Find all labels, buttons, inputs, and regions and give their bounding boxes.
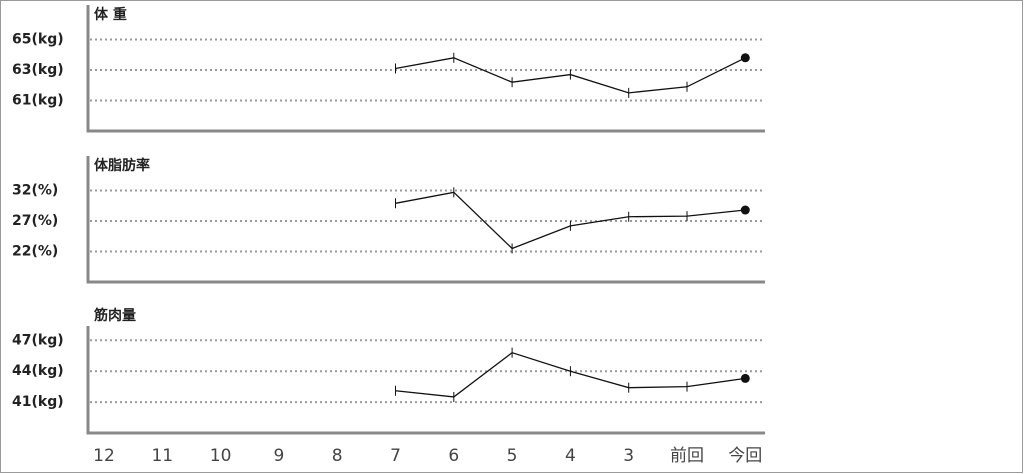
x-tick-label: 5: [507, 446, 518, 466]
x-tick-label: 11: [151, 446, 173, 466]
y-tick-label: 65(kg): [12, 32, 64, 48]
x-tick-label: 3: [623, 446, 634, 466]
chart-title: 体 重: [94, 6, 127, 23]
x-tick-label: 7: [390, 446, 401, 466]
y-tick-label: 47(kg): [12, 332, 64, 348]
point: [740, 205, 750, 215]
x-tick-label: 4: [565, 446, 576, 466]
y-tick-label: 61(kg): [12, 93, 64, 109]
x-tick-label: 9: [273, 446, 284, 466]
x-tick-label: 10: [210, 446, 232, 466]
y-tick-label: 32(%): [12, 183, 58, 199]
x-tick-label: 12: [93, 446, 115, 466]
point: [740, 373, 750, 383]
chart-title: 体脂肪率: [94, 157, 150, 174]
x-tick-label: 8: [332, 446, 343, 466]
y-tick-label: 22(%): [12, 244, 58, 260]
x-tick-label: 今回: [728, 446, 762, 466]
chart-title: 筋肉量: [94, 307, 136, 324]
y-tick-label: 41(kg): [12, 394, 64, 410]
point: [740, 53, 750, 63]
x-tick-label: 前回: [670, 446, 704, 466]
y-tick-label: 63(kg): [12, 62, 64, 78]
x-tick-label: 6: [448, 446, 459, 466]
y-tick-label: 27(%): [12, 213, 58, 229]
y-tick-label: 44(kg): [12, 363, 64, 379]
